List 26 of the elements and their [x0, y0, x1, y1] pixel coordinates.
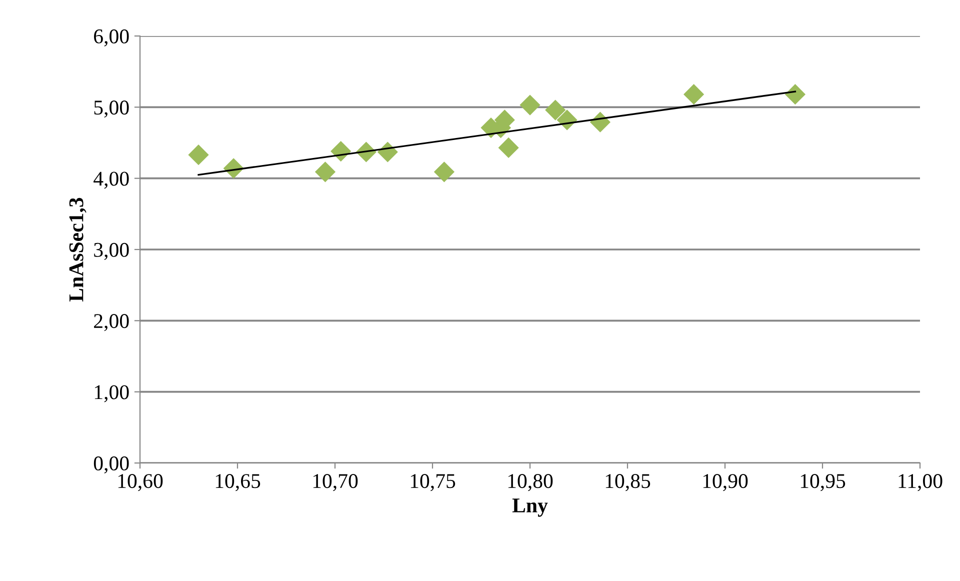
- point: [784, 84, 806, 105]
- y-tick-label: 0,00: [94, 456, 129, 474]
- x-tick-label: 10,70: [313, 474, 358, 492]
- point: [684, 84, 704, 105]
- y-tick-label: 2,00: [94, 314, 129, 332]
- x-tick-label: 10,85: [606, 474, 650, 492]
- point: [314, 162, 336, 182]
- x-tick-label: 10,80: [508, 474, 553, 492]
- point: [434, 162, 454, 182]
- x-tick-label: 10,60: [118, 474, 163, 492]
- y-axis-title: LnAsSec1,3: [69, 198, 86, 302]
- x-tick-label: 10,65: [216, 474, 260, 492]
- y-tick-label: 4,00: [94, 172, 129, 189]
- x-tick-label: 10,75: [410, 474, 456, 492]
- x-tick-label: 10,90: [703, 474, 748, 492]
- point: [545, 100, 566, 120]
- y-tick-label: 1,00: [94, 385, 129, 402]
- point: [498, 137, 519, 158]
- x-axis-title: Lny: [512, 498, 548, 517]
- point: [188, 144, 209, 166]
- point: [520, 94, 540, 116]
- x-tick-label: 11,00: [898, 474, 942, 492]
- x-tick-label: 10,95: [800, 474, 846, 492]
- y-tick-label: 6,00: [94, 29, 129, 46]
- y-tick-label: 5,00: [94, 100, 129, 118]
- y-tick-label: 3,00: [94, 242, 129, 260]
